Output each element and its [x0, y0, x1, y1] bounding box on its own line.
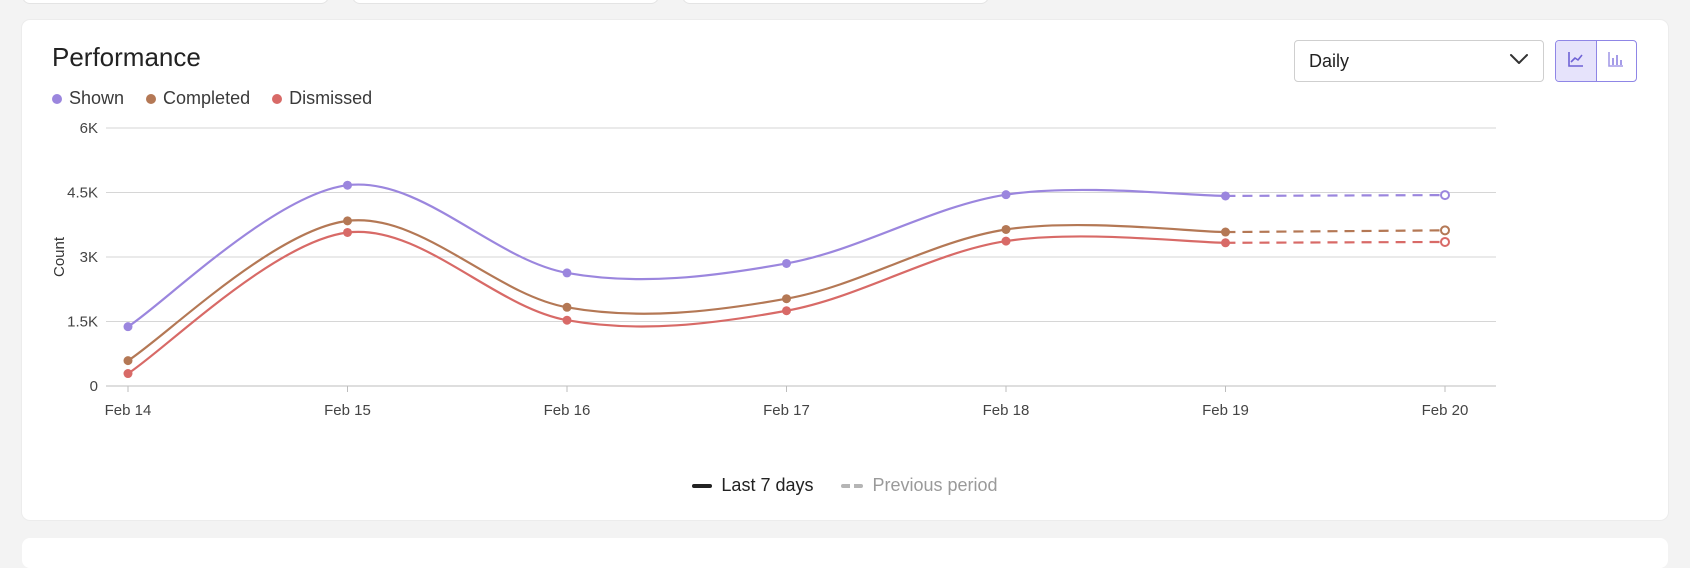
period-label-previous: Previous period [872, 475, 998, 495]
period-legend-current: Last 7 days [692, 475, 813, 496]
data-point-completed [562, 302, 572, 312]
data-point-dismissed [123, 369, 133, 379]
legend-item-dismissed: Dismissed [272, 88, 372, 109]
x-tick-label: Feb 14 [105, 402, 152, 419]
y-tick-label: 6K [80, 120, 98, 137]
period-legend-previous: Previous period [841, 475, 998, 496]
line-chart-button[interactable] [1556, 41, 1597, 81]
y-tick-label: 1.5K [67, 314, 98, 331]
legend-dot [52, 93, 62, 104]
legend-label: Shown [69, 88, 125, 108]
bar-chart-icon [1607, 50, 1625, 73]
top-card-stub [22, 0, 329, 4]
y-tick-label: 0 [90, 378, 98, 395]
x-tick-label: Feb 20 [1422, 402, 1469, 419]
series-line-completed [127, 219, 1226, 362]
granularity-select[interactable]: Daily [1294, 40, 1544, 82]
data-point-dismissed [562, 315, 572, 325]
performance-card: Performance Shown Completed Dismissed Da… [22, 20, 1668, 520]
data-point-completed [782, 294, 791, 304]
legend-item-shown: Shown [52, 88, 124, 109]
x-tick-label: Feb 19 [1202, 402, 1249, 419]
data-point-shown [1001, 190, 1011, 200]
data-point-shown [1440, 190, 1450, 201]
line-chart-icon [1567, 50, 1585, 73]
legend-dot [272, 93, 283, 104]
period-label-current: Last 7 days [721, 475, 814, 495]
chevron-down-icon [1509, 52, 1529, 70]
data-point-dismissed [1440, 236, 1450, 247]
data-point-completed [1221, 227, 1230, 237]
top-card-stub [682, 0, 989, 4]
data-point-completed [343, 216, 352, 226]
x-tick-label: Feb 17 [763, 402, 810, 419]
dashed-line-swatch [841, 483, 864, 488]
y-tick-label: 4.5K [67, 185, 98, 202]
legend-item-completed: Completed [146, 88, 250, 109]
data-point-shown [562, 268, 572, 278]
next-card-stub [22, 538, 1668, 568]
card-title: Performance [52, 42, 201, 72]
data-point-shown [782, 258, 791, 268]
period-legend: Last 7 days Previous period [22, 475, 1668, 496]
series-line-completed-previous [1225, 229, 1446, 234]
data-point-dismissed [1221, 238, 1230, 248]
data-point-dismissed [1001, 236, 1011, 246]
x-tick-label: Feb 16 [544, 402, 591, 419]
x-tick-label: Feb 18 [983, 402, 1030, 419]
top-card-stub [352, 0, 659, 4]
series-line-dismissed-previous [1225, 240, 1446, 244]
data-point-shown [1221, 191, 1230, 201]
y-axis-title: Count [51, 236, 68, 277]
data-point-dismissed [343, 227, 352, 237]
x-tick-label: Feb 15 [324, 402, 371, 419]
legend-label: Completed [163, 88, 251, 108]
data-point-completed [1001, 224, 1011, 234]
series-line-shown-previous [1225, 193, 1446, 198]
legend-dot [146, 93, 157, 104]
data-point-shown [343, 180, 352, 190]
solid-line-swatch [692, 483, 713, 488]
chart-type-toggle [1555, 40, 1637, 82]
series-line-shown [127, 183, 1226, 328]
data-point-shown [123, 322, 133, 332]
series-line-dismissed [127, 230, 1226, 375]
bar-chart-button[interactable] [1597, 41, 1637, 81]
data-point-completed [123, 356, 133, 366]
granularity-value: Daily [1309, 50, 1350, 71]
performance-line-chart: 0 1.5K 3K 4.5K 6K Feb 14 Feb 15 Feb 16 Feb 17 Feb… [51, 120, 1496, 419]
series-legend: Shown Completed Dismissed [52, 88, 372, 109]
data-point-completed [1440, 225, 1450, 236]
data-point-dismissed [782, 306, 791, 316]
legend-label: Dismissed [289, 88, 373, 108]
y-tick-label: 3K [80, 249, 98, 266]
